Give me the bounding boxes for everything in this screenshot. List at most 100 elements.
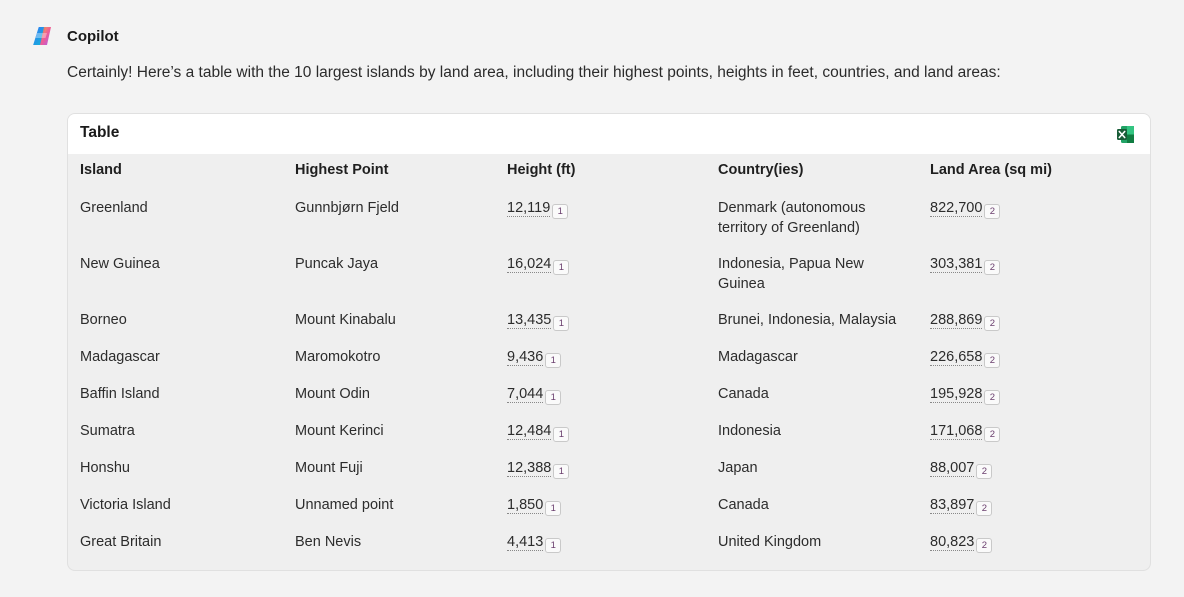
country-cell: Japan (718, 460, 758, 476)
citation-badge[interactable]: 1 (553, 260, 570, 275)
column-header-land-area: Land Area (sq mi) (930, 162, 1052, 178)
islands-table: Island Highest Point Height (ft) Country… (68, 154, 1150, 570)
height-cell: 13,435 1 (495, 302, 706, 339)
land-area-value: 88,007 (930, 460, 975, 477)
height-value: 12,484 (507, 423, 552, 440)
table-card-header: Table (68, 114, 1150, 154)
table-row: Borneo Mount Kinabalu 13,435 1 Brunei, In… (68, 302, 1150, 339)
citation-badge[interactable]: 2 (976, 501, 993, 516)
table-row: Victoria Island Unnamed point 1,850 1 Can… (68, 487, 1150, 524)
island-cell: Honshu (80, 460, 130, 476)
column-header-island: Island (80, 162, 122, 178)
citation-badge[interactable]: 1 (545, 538, 562, 553)
land-area-value: 303,381 (930, 256, 983, 273)
table-row: Baffin Island Mount Odin 7,044 1 Canada 1… (68, 376, 1150, 413)
response-text: Certainly! Here’s a table with the 10 la… (67, 64, 1001, 81)
land-area-cell: 226,658 2 (918, 339, 1150, 376)
island-cell: New Guinea (80, 256, 160, 272)
height-cell: 16,024 1 (495, 246, 706, 302)
highest-point-cell: Mount Fuji (295, 460, 363, 476)
highest-point-cell: Gunnbjørn Fjeld (295, 200, 399, 216)
highest-point-cell: Mount Odin (295, 386, 370, 402)
land-area-cell: 171,068 2 (918, 413, 1150, 450)
height-value: 12,119 (507, 200, 551, 217)
column-header-highest-point: Highest Point (295, 162, 389, 178)
table-row: Sumatra Mount Kerinci 12,484 1 Indonesia … (68, 413, 1150, 450)
height-cell: 4,413 1 (495, 524, 706, 561)
country-cell: Indonesia (718, 423, 781, 439)
citation-badge[interactable]: 1 (545, 501, 562, 516)
excel-icon[interactable] (1116, 125, 1135, 144)
island-cell: Borneo (80, 312, 127, 328)
highest-point-cell: Mount Kinabalu (295, 312, 396, 328)
height-value: 1,850 (507, 497, 544, 514)
citation-badge[interactable]: 1 (545, 353, 562, 368)
citation-badge[interactable]: 2 (984, 316, 1001, 331)
land-area-value: 83,897 (930, 497, 975, 514)
citation-badge[interactable]: 1 (553, 464, 570, 479)
island-cell: Baffin Island (80, 386, 160, 402)
table-card: Table Island Highest Point Height (ft) C… (67, 113, 1151, 571)
highest-point-cell: Puncak Jaya (295, 256, 379, 272)
column-header-countries: Country(ies) (718, 162, 804, 178)
copilot-logo-icon (33, 27, 51, 45)
height-value: 12,388 (507, 460, 552, 477)
citation-badge[interactable]: 1 (545, 390, 562, 405)
country-cell: United Kingdom (718, 534, 822, 550)
citation-badge[interactable]: 1 (553, 316, 570, 331)
table-row: Madagascar Maromokotro 9,436 1 Madagascar… (68, 339, 1150, 376)
height-value: 7,044 (507, 386, 544, 403)
citation-badge[interactable]: 2 (984, 353, 1001, 368)
citation-badge[interactable]: 1 (553, 427, 570, 442)
country-cell: Madagascar (718, 349, 798, 365)
country-cell: Brunei, Indonesia, Malaysia (718, 312, 897, 328)
height-cell: 7,044 1 (495, 376, 706, 413)
height-cell: 12,119 1 (495, 190, 706, 246)
height-cell: 9,436 1 (495, 339, 706, 376)
country-cell: Canada (718, 386, 769, 402)
height-value: 13,435 (507, 312, 552, 329)
citation-badge[interactable]: 1 (552, 204, 569, 219)
table-row: Great Britain Ben Nevis 4,413 1 United Ki… (68, 524, 1150, 561)
island-cell: Victoria Island (80, 497, 171, 513)
height-cell: 8,5831 (495, 561, 706, 570)
highest-point-cell: Unnamed point (295, 497, 394, 513)
land-area-cell: 88,007 2 (918, 450, 1150, 487)
height-value: 4,413 (507, 534, 544, 551)
table-title: Table (80, 124, 120, 141)
island-cell: Greenland (80, 200, 148, 216)
height-cell: 1,850 1 (495, 487, 706, 524)
country-cell: Canada (718, 497, 769, 513)
sender-name: Copilot (67, 27, 119, 45)
citation-badge[interactable]: 2 (984, 427, 1001, 442)
citation-badge[interactable]: 2 (976, 538, 993, 553)
height-cell: 12,388 1 (495, 450, 706, 487)
table-row: Greenland Gunnbjørn Fjeld 12,119 1 Denmar… (68, 190, 1150, 246)
land-area-cell: 75,7672 (918, 561, 1150, 570)
column-header-height: Height (ft) (507, 162, 576, 178)
height-value: 9,436 (507, 349, 544, 366)
table-row: New Guinea Puncak Jaya 16,024 1 Indonesia… (68, 246, 1150, 302)
land-area-cell: 303,381 2 (918, 246, 1150, 302)
land-area-cell: 83,897 2 (918, 487, 1150, 524)
island-cell: Ellesmere Island (68, 561, 283, 570)
highest-point-cell: Ben Nevis (295, 534, 362, 550)
land-area-cell: 288,869 2 (918, 302, 1150, 339)
land-area-value: 288,869 (930, 312, 983, 329)
country-cell: Denmark (autonomous territory of Greenla… (718, 200, 866, 236)
citation-badge[interactable]: 2 (984, 260, 1001, 275)
table-row: Honshu Mount Fuji 12,388 1 Japan 88,007 2 (68, 450, 1150, 487)
land-area-value: 822,700 (930, 200, 983, 217)
country-cell: Canada (706, 561, 918, 570)
citation-badge[interactable]: 2 (984, 204, 1001, 219)
island-cell: Sumatra (80, 423, 135, 439)
land-area-cell: 80,823 2 (918, 524, 1150, 561)
citation-badge[interactable]: 2 (976, 464, 993, 479)
chat-header: Copilot (31, 24, 119, 48)
highest-point-cell: Maromokotro (295, 349, 381, 365)
land-area-cell: 822,700 2 (918, 190, 1150, 246)
island-cell: Madagascar (80, 349, 160, 365)
land-area-value: 195,928 (930, 386, 983, 403)
table-row: Ellesmere Island Barbeau Peak 8,5831 Can… (68, 561, 1150, 570)
citation-badge[interactable]: 2 (984, 390, 1001, 405)
